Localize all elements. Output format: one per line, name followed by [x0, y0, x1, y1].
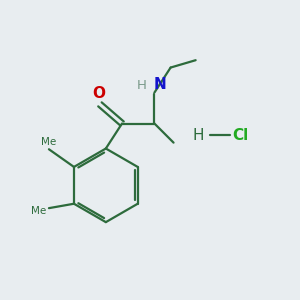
Text: H: H	[193, 128, 204, 143]
Text: O: O	[92, 86, 105, 101]
Text: Cl: Cl	[232, 128, 249, 143]
Text: Me: Me	[31, 206, 46, 215]
Text: N: N	[153, 77, 166, 92]
Text: Me: Me	[41, 137, 57, 147]
Text: H: H	[137, 79, 147, 92]
